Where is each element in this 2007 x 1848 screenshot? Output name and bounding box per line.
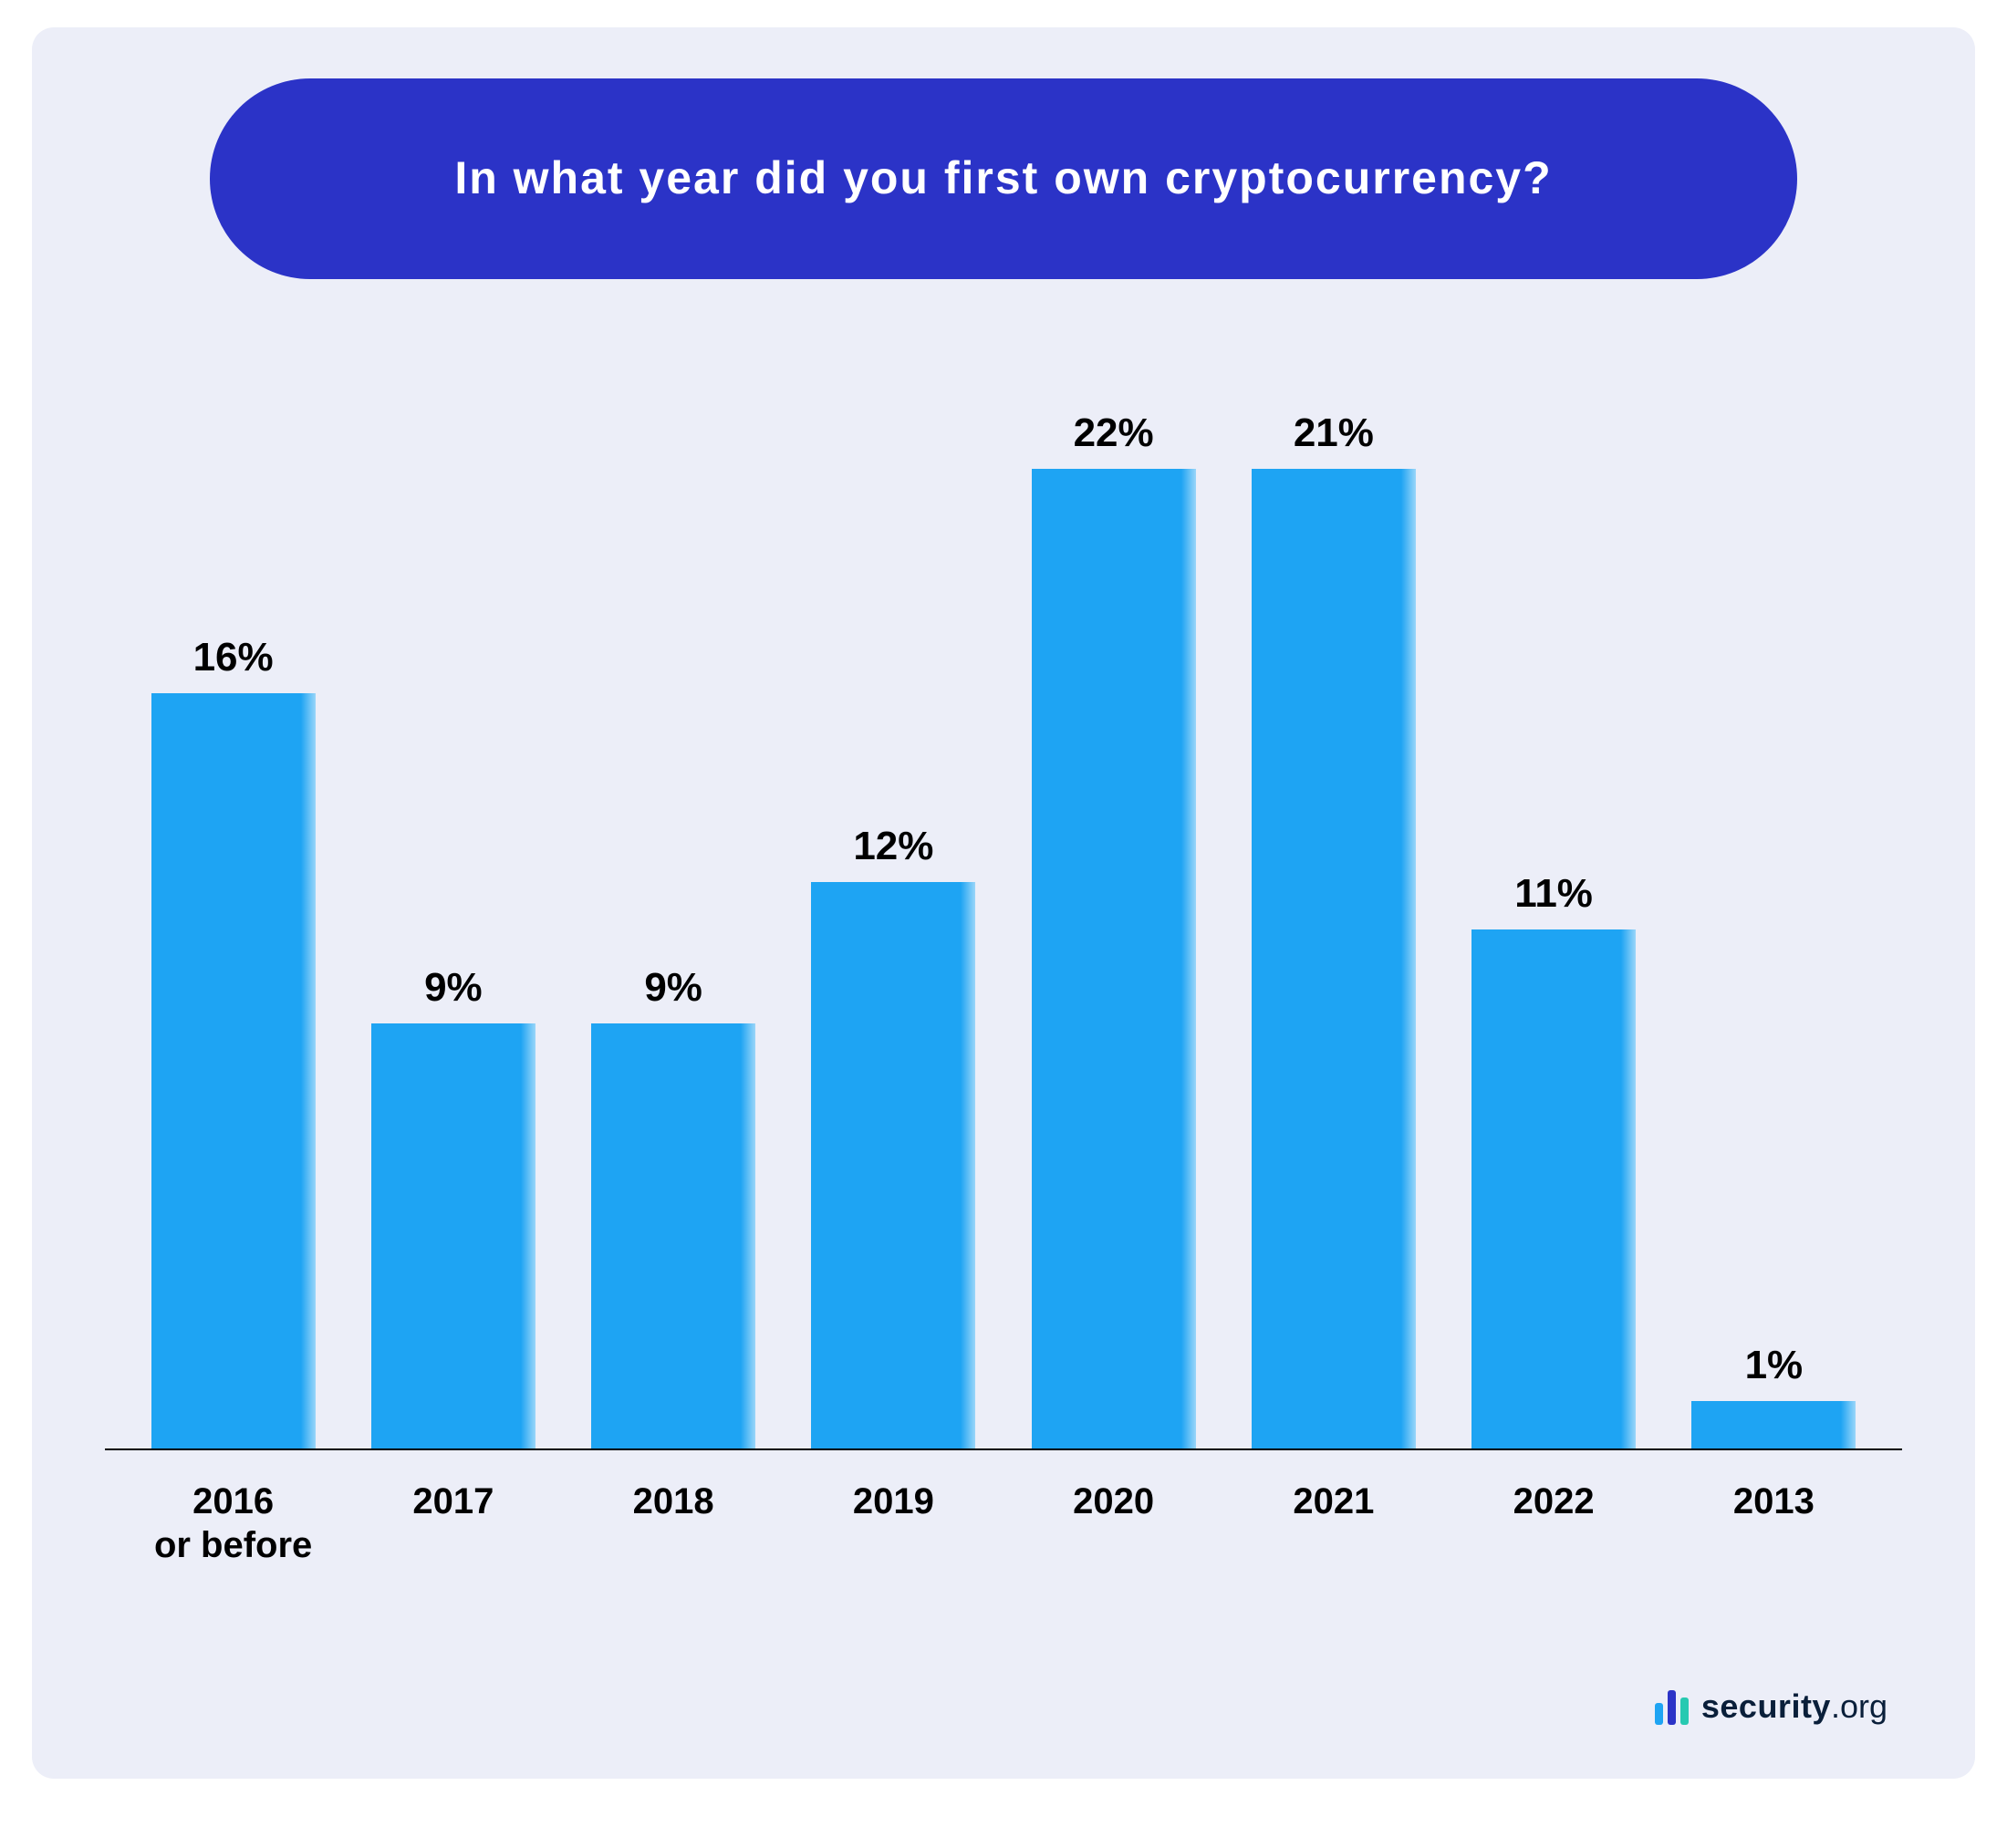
- x-axis-labels: 2016 or before20172018201920202021202220…: [105, 1459, 1902, 1569]
- bar-value-label: 1%: [1745, 1343, 1804, 1388]
- bar-rect: [1691, 1401, 1856, 1448]
- bar-rect: [371, 1023, 536, 1448]
- x-axis-label: 2022: [1444, 1459, 1664, 1569]
- x-axis-label: 2019: [784, 1459, 1004, 1569]
- logo-bar-icon: [1655, 1703, 1663, 1725]
- bar-slot: 9%: [564, 410, 784, 1448]
- bar-slot: 9%: [343, 410, 563, 1448]
- x-axis-label: 2013: [1664, 1459, 1884, 1569]
- x-axis-label: 2020: [1004, 1459, 1223, 1569]
- bar-rect: [591, 1023, 755, 1448]
- x-axis-label: 2016 or before: [123, 1459, 343, 1569]
- logo-bar-icon: [1668, 1690, 1676, 1725]
- logo-mark-icon: [1655, 1688, 1689, 1725]
- bar-slot: 1%: [1664, 410, 1884, 1448]
- chart-title: In what year did you first own cryptocur…: [454, 148, 1552, 210]
- x-axis-label: 2017: [343, 1459, 563, 1569]
- logo-text: security .org: [1701, 1687, 1887, 1726]
- bar-slot: 11%: [1444, 410, 1664, 1448]
- bar-slot: 12%: [784, 410, 1004, 1448]
- logo-word: security: [1701, 1687, 1831, 1726]
- bar-value-label: 9%: [644, 965, 702, 1011]
- plot-region: 16% 9% 9% 12% 22% 21% 11% 1%: [105, 410, 1902, 1450]
- bar-shine: [723, 1023, 755, 1448]
- x-axis-label: 2021: [1223, 1459, 1443, 1569]
- footer-logo: security .org: [1655, 1687, 1887, 1726]
- bar-value-label: 22%: [1074, 410, 1154, 456]
- chart-area: 16%9%9%12%22%21%11%1% 2016 or before2017…: [105, 410, 1902, 1560]
- bars-container: 16% 9% 9% 12% 22% 21% 11% 1%: [105, 410, 1902, 1448]
- x-axis-label: 2018: [564, 1459, 784, 1569]
- bar-shine: [942, 882, 975, 1448]
- bar-rect: [151, 693, 316, 1448]
- bar-shine: [1603, 929, 1636, 1448]
- bar-value-label: 9%: [424, 965, 483, 1011]
- bar-rect: [1471, 929, 1636, 1448]
- bar-shine: [503, 1023, 536, 1448]
- bar-shine: [1823, 1401, 1856, 1448]
- chart-card: In what year did you first own cryptocur…: [32, 27, 1975, 1779]
- bar-value-label: 11%: [1514, 871, 1593, 917]
- bar-value-label: 21%: [1294, 410, 1374, 456]
- bar-slot: 16%: [123, 410, 343, 1448]
- bar-rect: [1032, 469, 1196, 1448]
- logo-tld: .org: [1831, 1687, 1887, 1726]
- bar-shine: [283, 693, 316, 1448]
- bar-value-label: 16%: [193, 635, 274, 680]
- bar-rect: [811, 882, 975, 1448]
- title-pill: In what year did you first own cryptocur…: [210, 78, 1797, 279]
- bar-slot: 22%: [1004, 410, 1223, 1448]
- bar-slot: 21%: [1223, 410, 1443, 1448]
- bar-shine: [1163, 469, 1196, 1448]
- logo-bar-icon: [1680, 1697, 1689, 1725]
- bar-value-label: 12%: [853, 824, 933, 869]
- bar-shine: [1383, 469, 1416, 1448]
- bar-rect: [1252, 469, 1416, 1448]
